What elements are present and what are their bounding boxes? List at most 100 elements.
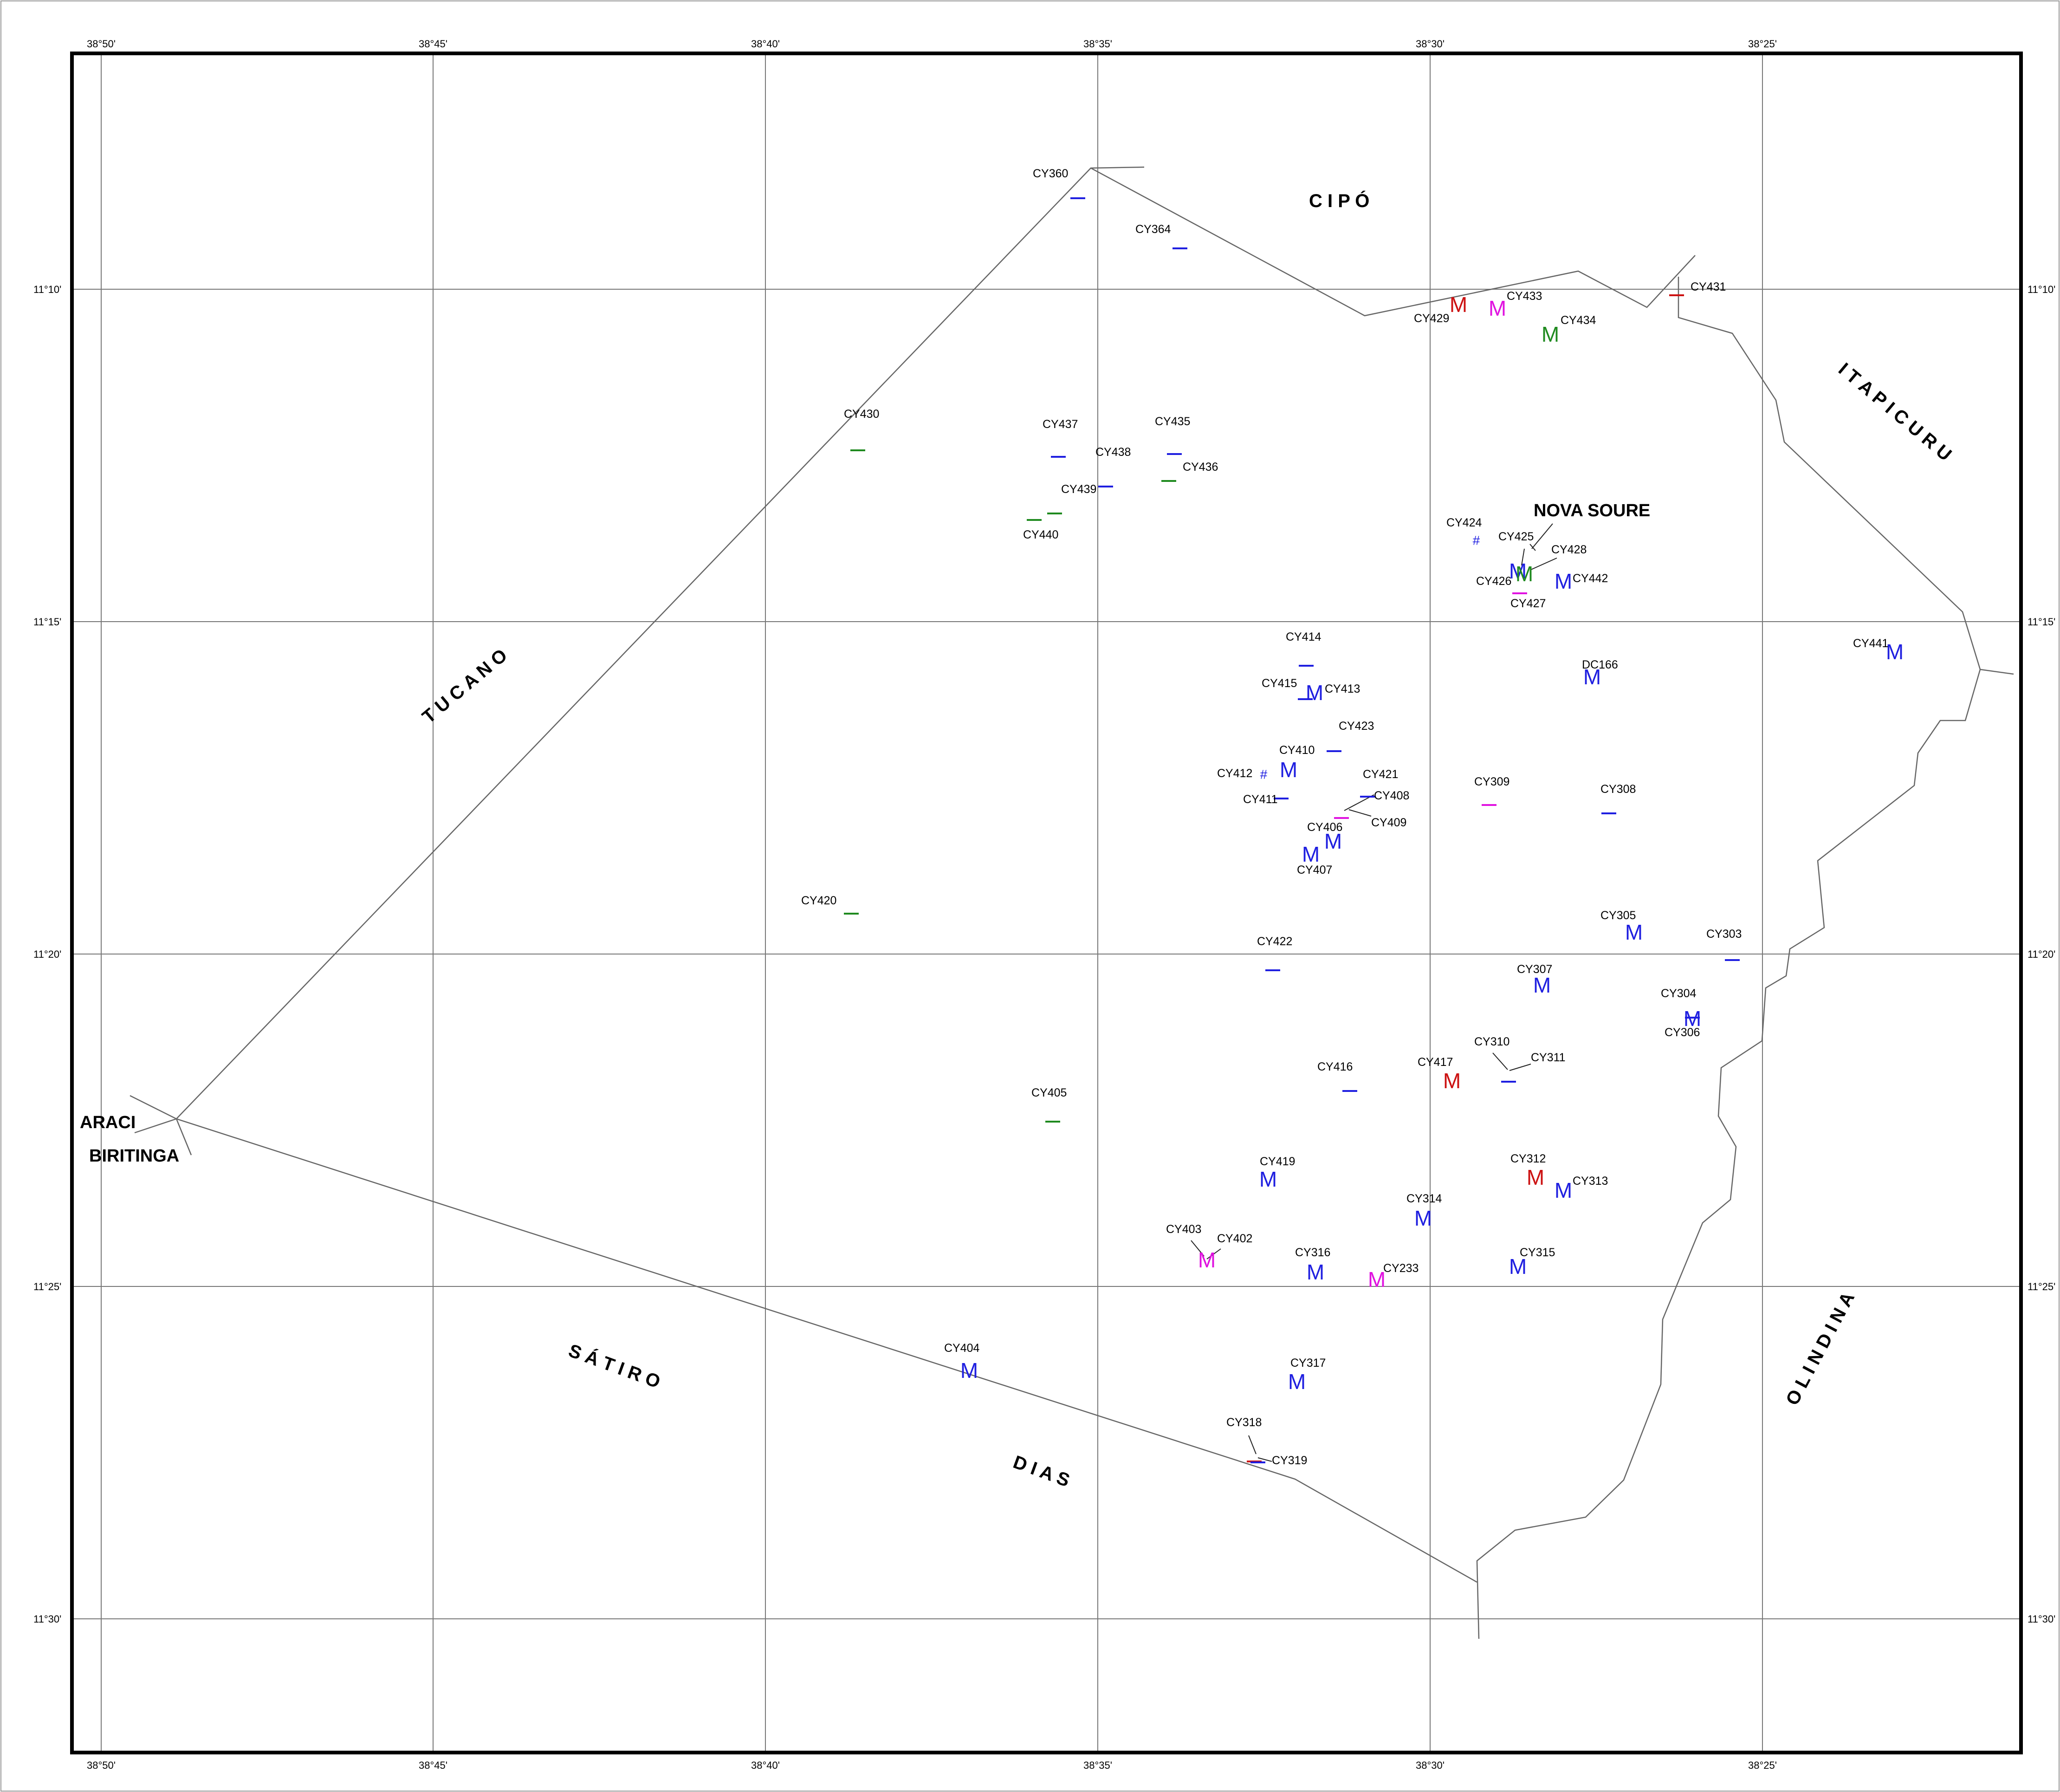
station-label: CY360: [1033, 167, 1068, 180]
station-label: CY406: [1307, 821, 1342, 834]
station-label: DC166: [1582, 658, 1618, 671]
station-label: CY310: [1474, 1035, 1509, 1048]
station-cy437: CY437: [1043, 418, 1078, 458]
station-m-marker: M: [1280, 758, 1297, 782]
station-label: CY425: [1498, 530, 1534, 543]
station-cy422: CY422: [1257, 935, 1292, 971]
station-label: CY434: [1561, 314, 1596, 327]
lon-label-top: 38°30': [1416, 38, 1445, 50]
region-labels: C I P Ó I T A P I C U R U T U C A N O S …: [419, 190, 1956, 1491]
station-m-marker: M: [1509, 559, 1527, 583]
station-label: CY305: [1600, 909, 1636, 922]
station-cy405: CY405: [1031, 1086, 1067, 1123]
station-label: CY422: [1257, 935, 1292, 948]
leader-line: [1248, 1435, 1257, 1454]
station-hash-marker: #: [1472, 533, 1480, 548]
station-cy413: M CY413: [1306, 681, 1360, 705]
lat-label-left: 11°30': [33, 1613, 61, 1625]
station-m-marker: M: [1288, 1370, 1306, 1394]
station-label: CY233: [1383, 1262, 1419, 1275]
region-label-tucano: T U C A N O: [419, 645, 512, 727]
station-label: CY438: [1095, 446, 1131, 459]
station-label: CY427: [1510, 597, 1546, 610]
station-label: CY437: [1043, 418, 1078, 431]
station-cy364: CY364: [1135, 223, 1187, 249]
station-cy426: CY426: [1476, 575, 1527, 594]
station-m-marker: M: [1259, 1167, 1277, 1191]
boundary-araci-biritinga-west: [134, 1118, 177, 1134]
lat-label-right: 11°15': [2028, 616, 2055, 628]
station-cy408: CY408: [1374, 789, 1409, 802]
station-label: CY436: [1183, 461, 1218, 474]
station-m-marker: M: [1450, 292, 1467, 317]
station-label: CY309: [1474, 775, 1509, 788]
lon-label-bottom: 38°40': [751, 1760, 780, 1771]
station-cy309: CY309: [1474, 775, 1509, 806]
station-label: CY402: [1217, 1232, 1252, 1245]
station-label: CY440: [1023, 528, 1058, 541]
station-label: CY441: [1853, 637, 1888, 650]
lat-label-right: 11°30': [2028, 1613, 2055, 1625]
station-cy433: M CY433: [1489, 290, 1542, 320]
town-label-nova-soure: NOVA SOURE: [1534, 501, 1650, 520]
station-label: CY411: [1243, 793, 1278, 806]
station-label: CY417: [1418, 1056, 1453, 1069]
station-m-marker: M: [1198, 1248, 1216, 1272]
station-cy420: CY420: [801, 894, 859, 915]
town-label-biritinga: BIRITINGA: [89, 1146, 179, 1166]
station-hash-marker: #: [1260, 767, 1267, 782]
station-m-marker: M: [1302, 842, 1320, 866]
station-m-marker: M: [1542, 322, 1559, 346]
lat-label-left: 11°15': [33, 616, 61, 628]
station-label: CY421: [1363, 768, 1398, 781]
station-cy303: CY303: [1706, 928, 1742, 961]
station-cy411: CY411: [1243, 793, 1289, 806]
station-cy430: CY430: [844, 408, 879, 451]
station-m-marker: M: [1414, 1206, 1432, 1230]
station-label: CY304: [1661, 987, 1697, 1000]
leader-line: [1206, 1248, 1221, 1260]
lon-label-bottom: 38°50': [87, 1760, 116, 1771]
station-cy439: CY439: [1047, 483, 1096, 514]
station-label: CY315: [1520, 1246, 1555, 1259]
region-label-cipo: C I P Ó: [1309, 190, 1369, 211]
station-m-marker: M: [1555, 1178, 1572, 1202]
lon-label-bottom: 38°30': [1416, 1760, 1445, 1771]
leader-line: [1348, 809, 1372, 817]
station-label: CY413: [1325, 682, 1360, 695]
leader-line: [1529, 544, 1536, 551]
station-m-marker: M: [1489, 296, 1506, 320]
station-label: CY409: [1371, 816, 1406, 829]
station-cy412: # CY412: [1217, 767, 1267, 782]
lon-label-bottom: 38°45': [419, 1760, 447, 1771]
station-label: CY442: [1573, 572, 1608, 585]
boundary-satiro-dias: [176, 1118, 1477, 1583]
station-m-marker: M: [960, 1358, 978, 1383]
boundary-itapicuru: [1678, 277, 2014, 675]
lat-label-left: 11°10': [33, 284, 61, 295]
station-label: CY424: [1446, 516, 1482, 529]
station-cy440: CY440: [1023, 519, 1058, 541]
station-cy404: M CY404: [944, 1342, 980, 1383]
station-label: CY364: [1135, 223, 1171, 236]
leader-lines: [1191, 523, 1557, 1462]
station-label: CY303: [1706, 928, 1742, 941]
station-label: CY416: [1317, 1060, 1353, 1073]
lon-label-top: 38°25': [1748, 38, 1777, 50]
station-cy427: CY427: [1510, 597, 1546, 610]
